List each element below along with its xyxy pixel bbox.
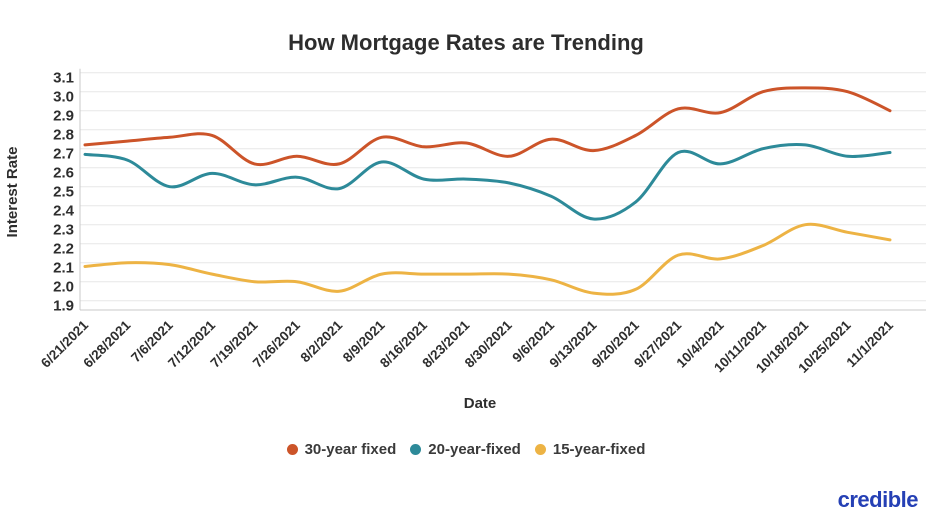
y-tick-label: 2.7: [53, 146, 74, 163]
x-axis-title: Date: [464, 395, 497, 412]
x-tick-label: 6/28/2021: [80, 317, 133, 370]
legend-item: 15-year-fixed: [534, 441, 646, 458]
legend-dot-icon: [534, 444, 546, 455]
y-tick-label: 2.4: [53, 203, 75, 220]
y-tick-label: 2.5: [53, 184, 74, 201]
y-tick-label: 3.0: [53, 89, 74, 106]
legend-dot-icon: [286, 444, 298, 455]
series-line-15-year-fixed: [83, 222, 892, 296]
legend-label: 30-year fixed: [304, 441, 397, 458]
y-tick-label: 1.9: [53, 298, 74, 315]
legend-item: 30-year fixed: [286, 441, 397, 458]
y-tick-label: 2.1: [53, 260, 74, 277]
y-tick-label: 2.2: [53, 241, 74, 258]
legend-label: 20-year-fixed: [428, 441, 521, 458]
series-line-30-year-fixed: [83, 86, 892, 167]
chart-title: How Mortgage Rates are Trending: [288, 30, 644, 55]
chart-legend: 30-year fixed 20-year-fixed 15-year-fixed: [0, 441, 932, 458]
y-tick-label: 2.9: [53, 108, 74, 125]
x-tick-label: 8/30/2021: [462, 317, 515, 370]
x-tick-label: 7/26/2021: [250, 317, 303, 370]
y-tick-label: 3.1: [53, 70, 74, 87]
x-tick-label: 11/1/2021: [844, 317, 897, 370]
series-line-20-year-fixed: [83, 142, 892, 221]
x-tick-label: 8/2/2021: [298, 317, 346, 365]
y-tick-label: 2.3: [53, 222, 74, 239]
credible-logo: credible: [837, 487, 919, 512]
y-tick-label: 2.0: [53, 279, 74, 296]
y-tick-label: 2.8: [53, 127, 74, 144]
series-layer: [83, 86, 892, 296]
axis-layer: 1.9 2.0 2.1 2.2 2.3 2.4 2.5 2.6 2.7 2.8 2.9 3.0 3.1 6…: [38, 68, 926, 376]
mortgage-rates-chart: 1.9 2.0 2.1 2.2 2.3 2.4 2.5 2.6 2.7 2.8 2.9 3.0 3.1 6…: [4, 68, 926, 412]
legend-item: 20-year-fixed: [410, 441, 521, 458]
y-tick-label: 2.6: [53, 165, 74, 182]
y-axis-title: Interest Rate: [4, 147, 21, 238]
legend-dot-icon: [410, 444, 422, 455]
grid-layer: [80, 72, 926, 302]
legend-label: 15-year-fixed: [552, 441, 646, 458]
